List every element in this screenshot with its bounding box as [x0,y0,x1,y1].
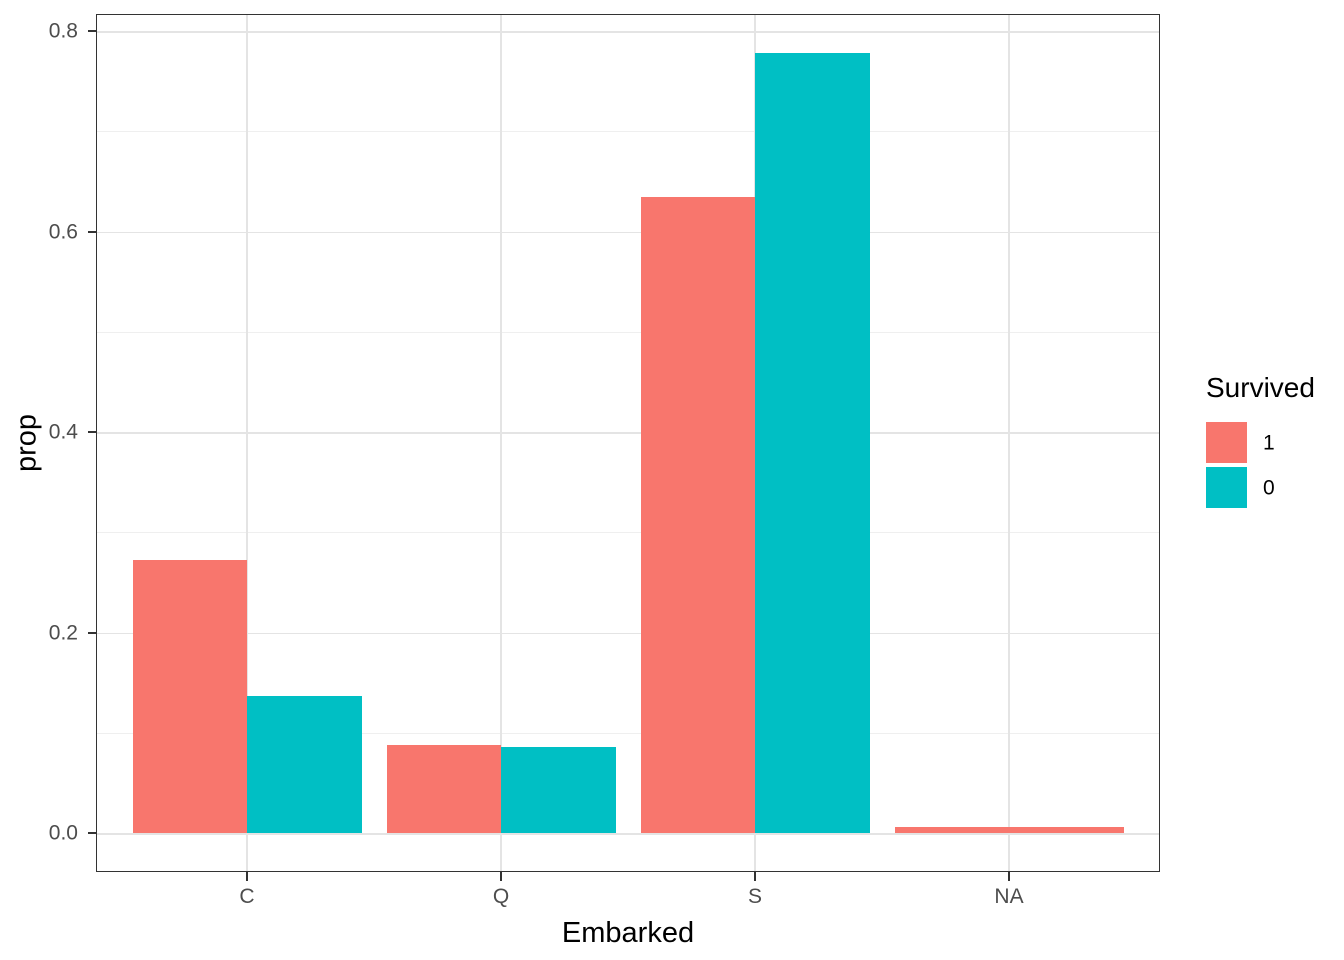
x-tick-Q [500,872,502,881]
gridline-minor-0.7 [96,131,1160,133]
x-axis-title: Embarked [561,917,695,949]
legend-label-0: 0 [1263,476,1275,499]
legend-swatch-1 [1206,422,1247,463]
x-tick-S [754,872,756,881]
y-tick-0.0 [88,832,96,834]
bar-Q-survived-0 [501,746,616,833]
y-tick-label-0.6: 0.6 [48,220,78,243]
y-axis-title: prop [10,413,43,473]
y-tick-label-0.2: 0.2 [48,621,78,644]
y-tick-0.8 [88,30,96,32]
bar-S-survived-0 [755,53,870,833]
bar-NA-survived-1 [894,826,1124,833]
gridline-x-C [246,14,248,872]
gridline-major-0.6 [96,231,1160,234]
gridline-major-0.2 [96,632,1160,635]
gridline-minor-0.1 [96,732,1160,734]
y-tick-0.2 [88,631,96,634]
x-tick-label-NA: NA [994,885,1024,908]
plot-panel [96,14,1160,872]
gridline-x-NA [1008,14,1010,872]
gridline-major-0.4 [96,432,1160,434]
gridline-minor-0.5 [96,331,1160,333]
gridline-x-Q [500,14,502,872]
x-tick-label-S: S [747,885,763,908]
x-tick-label-Q: Q [492,885,510,908]
x-tick-label-C: C [239,885,255,908]
gridline-major-0.8 [96,31,1160,33]
bar-S-survived-1 [640,197,755,833]
legend-swatch-0 [1206,467,1247,508]
legend-title: Survived [1206,372,1315,403]
bar-Q-survived-1 [386,744,501,833]
legend-label-1: 1 [1263,431,1275,454]
bar-C-survived-0 [247,695,362,833]
gridline-minor-0.3 [96,532,1160,534]
y-tick-label-0.4: 0.4 [48,420,78,444]
bar-C-survived-1 [132,560,247,833]
x-tick-C [246,872,248,881]
x-tick-NA [1008,872,1010,881]
y-tick-label-0.0: 0.0 [48,821,78,845]
y-tick-0.4 [88,431,96,433]
y-tick-0.6 [88,230,96,233]
gridline-major-0 [96,833,1160,835]
y-tick-label-0.8: 0.8 [48,19,78,43]
